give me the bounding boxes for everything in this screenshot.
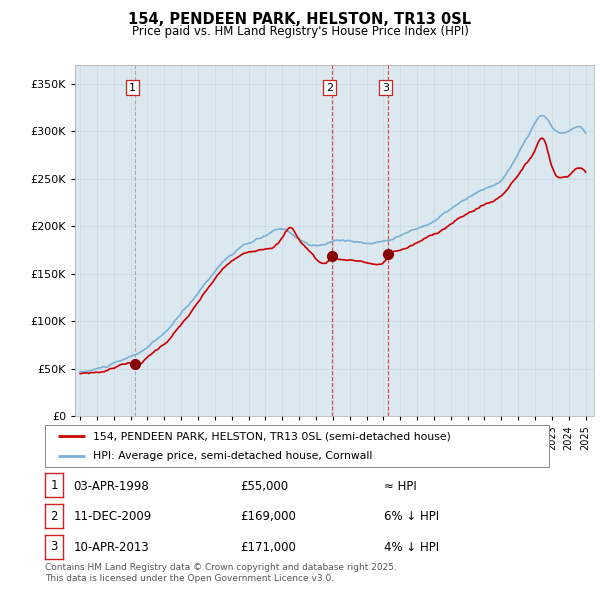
Text: Price paid vs. HM Land Registry's House Price Index (HPI): Price paid vs. HM Land Registry's House … — [131, 25, 469, 38]
Text: Contains HM Land Registry data © Crown copyright and database right 2025.: Contains HM Land Registry data © Crown c… — [45, 563, 397, 572]
Text: 11-DEC-2009: 11-DEC-2009 — [73, 510, 151, 523]
Text: 154, PENDEEN PARK, HELSTON, TR13 0SL (semi-detached house): 154, PENDEEN PARK, HELSTON, TR13 0SL (se… — [93, 431, 451, 441]
Text: 1: 1 — [50, 479, 58, 492]
Text: 2: 2 — [50, 510, 58, 523]
Text: 6% ↓ HPI: 6% ↓ HPI — [384, 510, 439, 523]
Text: £55,000: £55,000 — [240, 480, 288, 493]
Text: 154, PENDEEN PARK, HELSTON, TR13 0SL: 154, PENDEEN PARK, HELSTON, TR13 0SL — [128, 12, 472, 27]
Text: £171,000: £171,000 — [240, 541, 296, 554]
Text: 03-APR-1998: 03-APR-1998 — [73, 480, 149, 493]
Text: 3: 3 — [382, 83, 389, 93]
Text: HPI: Average price, semi-detached house, Cornwall: HPI: Average price, semi-detached house,… — [93, 451, 372, 461]
Text: 10-APR-2013: 10-APR-2013 — [73, 541, 149, 554]
Text: ≈ HPI: ≈ HPI — [384, 480, 417, 493]
Text: £169,000: £169,000 — [240, 510, 296, 523]
Text: 1: 1 — [129, 83, 136, 93]
Text: 3: 3 — [50, 540, 58, 553]
Text: 2: 2 — [326, 83, 333, 93]
Text: This data is licensed under the Open Government Licence v3.0.: This data is licensed under the Open Gov… — [45, 574, 334, 583]
Text: 4% ↓ HPI: 4% ↓ HPI — [384, 541, 439, 554]
